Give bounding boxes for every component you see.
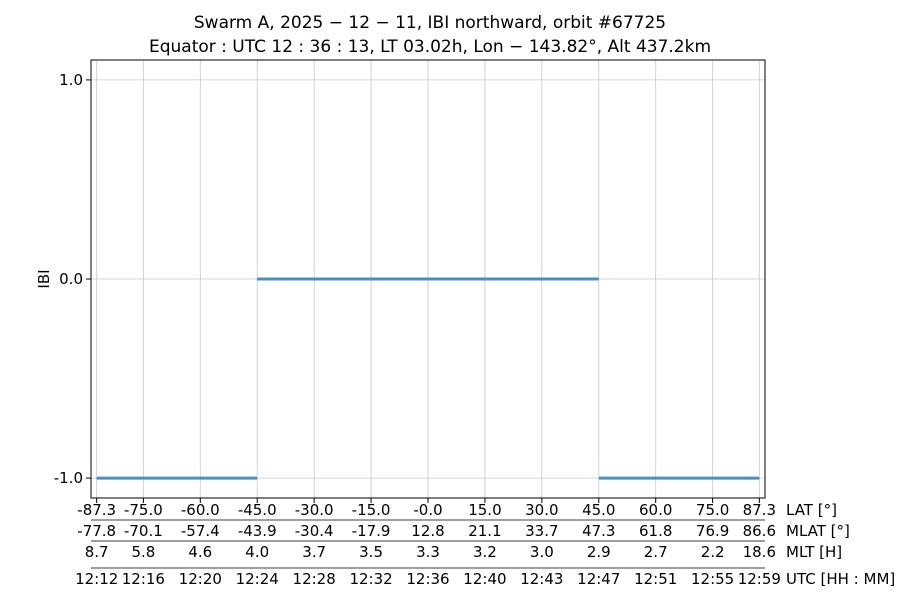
- x-tick-label: 86.6: [743, 522, 776, 540]
- x-tick-label: -43.9: [238, 522, 277, 540]
- x-tick-label: 12:51: [634, 570, 677, 588]
- x-tick-label: 3.3: [416, 543, 440, 561]
- x-tick-label: -87.3: [77, 501, 116, 519]
- x-tick-label: -15.0: [352, 501, 391, 519]
- x-tick-label: 12:24: [236, 570, 279, 588]
- x-tick-label: 12:32: [349, 570, 392, 588]
- y-tick-label: -1.0: [54, 469, 83, 487]
- x-tick-label: 30.0: [525, 501, 558, 519]
- x-tick-label: 12:59: [738, 570, 781, 588]
- x-tick-label: -75.0: [124, 501, 163, 519]
- x-axis-rows: -87.3 -75.0 -60.0 -45.0 -30.0 -15.0 -0.0 15.0 30…: [75, 498, 895, 588]
- x-tick-label: 3.5: [359, 543, 383, 561]
- x-tick-label: 12:43: [520, 570, 563, 588]
- x-tick-label: 4.0: [245, 543, 269, 561]
- x-tick-label: 12:12: [75, 570, 118, 588]
- x-tick-label: 12:36: [406, 570, 449, 588]
- x-tick-label: 12:28: [293, 570, 336, 588]
- x-tick-label: 33.7: [525, 522, 558, 540]
- x-tick-label: 3.2: [473, 543, 497, 561]
- x-tick-label: 5.8: [131, 543, 155, 561]
- x-row-label: MLT [H]: [786, 543, 842, 561]
- x-tick-label: 21.1: [468, 522, 501, 540]
- x-row-label: UTC [HH : MM]: [786, 570, 895, 588]
- x-tick-label: 60.0: [639, 501, 672, 519]
- x-tick-label: -17.9: [352, 522, 391, 540]
- grid: [91, 60, 765, 498]
- x-tick-label: 12.8: [411, 522, 444, 540]
- y-tick-label: 0.0: [59, 270, 83, 288]
- x-tick-label: -30.4: [295, 522, 334, 540]
- x-tick-label: 2.7: [644, 543, 668, 561]
- x-tick-label: 45.0: [582, 501, 615, 519]
- x-tick-label: 76.9: [696, 522, 729, 540]
- x-tick-label: 3.0: [530, 543, 554, 561]
- x-tick-label: 61.8: [639, 522, 672, 540]
- x-tick-label: 12:47: [577, 570, 620, 588]
- chart-title-line-2: Equator : UTC 12 : 36 : 13, LT 03.02h, L…: [148, 37, 712, 57]
- x-tick-label: 18.6: [743, 543, 776, 561]
- x-tick-label: -77.8: [77, 522, 116, 540]
- x-tick-label: 12:16: [122, 570, 165, 588]
- chart-title-line-1: Swarm A, 2025 − 12 − 11, IBI northward, …: [193, 13, 667, 33]
- x-tick-label: 12:40: [463, 570, 506, 588]
- x-tick-label: -0.0: [413, 501, 442, 519]
- x-tick-label: 3.7: [302, 543, 326, 561]
- x-tick-label: 2.9: [587, 543, 611, 561]
- x-tick-label: 87.3: [743, 501, 776, 519]
- x-tick-label: -30.0: [295, 501, 334, 519]
- x-tick-label: 75.0: [696, 501, 729, 519]
- x-tick-label: -45.0: [238, 501, 277, 519]
- x-tick-label: 47.3: [582, 522, 615, 540]
- series-ibi: [96, 277, 760, 480]
- x-tick-label: 12:20: [179, 570, 222, 588]
- x-row-label: LAT [°]: [786, 501, 837, 519]
- y-axis: 1.0 0.0 -1.0: [54, 71, 91, 487]
- x-tick-label: -60.0: [181, 501, 220, 519]
- y-axis-label: IBI: [35, 269, 53, 288]
- x-tick-label: 12:55: [691, 570, 734, 588]
- x-tick-label: 2.2: [701, 543, 725, 561]
- x-tick-label: -57.4: [181, 522, 220, 540]
- x-tick-label: 4.6: [188, 543, 212, 561]
- x-row-label: MLAT [°]: [786, 522, 850, 540]
- x-tick-label: 8.7: [85, 543, 109, 561]
- x-tick-label: -70.1: [124, 522, 163, 540]
- x-tick-label: 15.0: [468, 501, 501, 519]
- y-tick-label: 1.0: [59, 71, 83, 89]
